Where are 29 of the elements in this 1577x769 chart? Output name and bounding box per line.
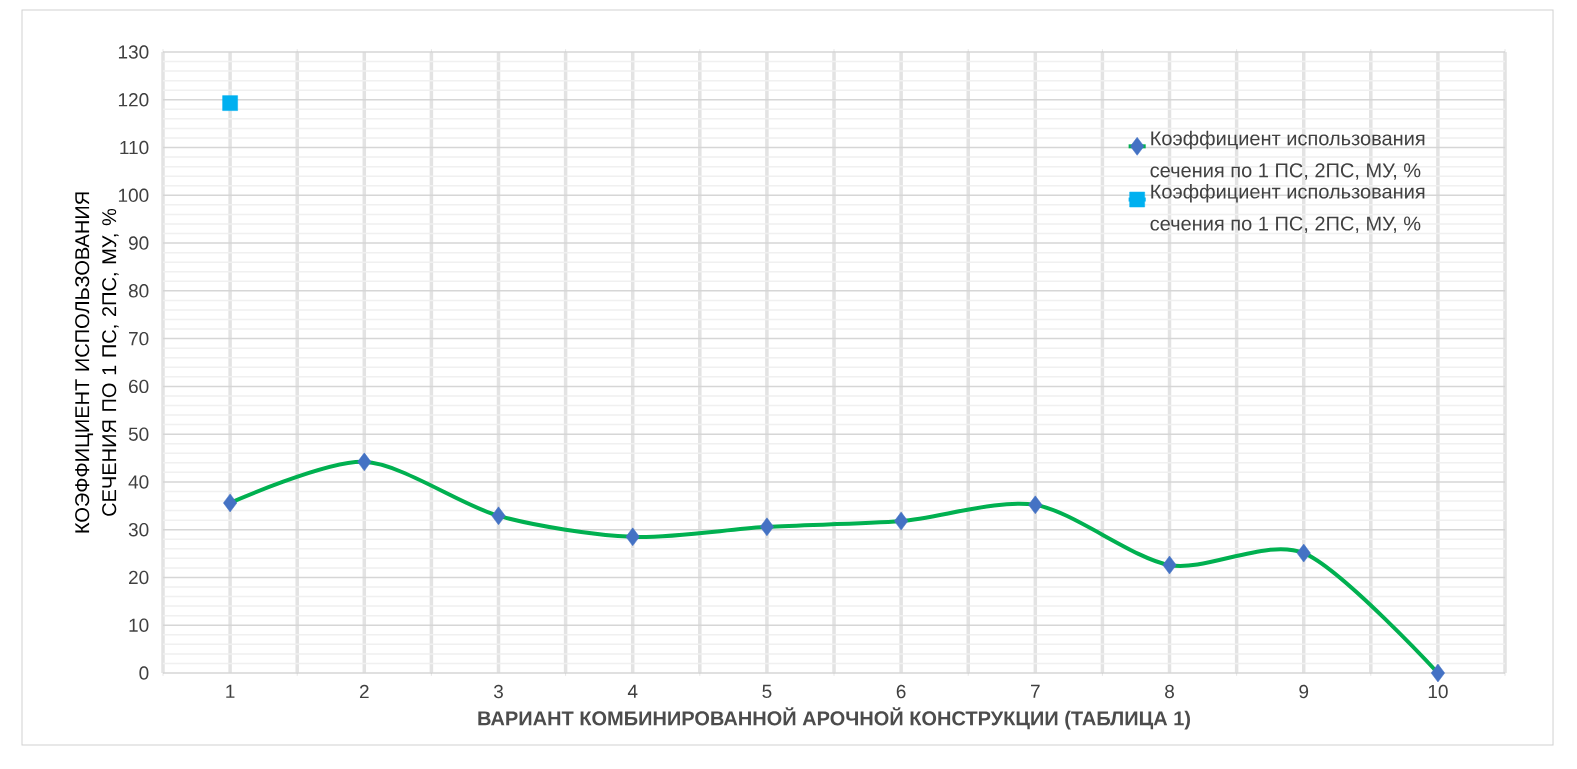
x-tick-label: 5	[762, 684, 772, 699]
y-tick-label: 70	[129, 331, 149, 346]
y-tick-label: 120	[118, 93, 149, 107]
x-tick-label: 10	[1428, 684, 1448, 699]
x-tick-label: 3	[493, 684, 503, 699]
y-tick-label: 90	[128, 236, 149, 250]
x-tick-label: 2	[359, 684, 369, 699]
y-tick-label: 80	[128, 284, 149, 298]
legend-label: Коэффициент использования сечения по 1 ПС, 2ПС, МУ, %	[1150, 183, 1425, 233]
x-tick-label: 9	[1299, 684, 1309, 699]
y-tick-label: 30	[128, 522, 149, 537]
legend-label: Коэффициент использования сечения по 1 ПС, 2ПС, МУ, %	[1150, 130, 1425, 180]
y-tick-label: 110	[120, 140, 149, 155]
x-axis-title: ВАРИАНТ КОМБИНИРОВАННОЙ АРОЧНОЙ КОНСТРУКЦИИ (ТАБЛИЦА 1)	[478, 707, 1190, 730]
y-tick-label: 40	[128, 475, 149, 489]
x-tick-label: 6	[896, 684, 906, 699]
x-tick-label: 4	[627, 684, 638, 698]
y-tick-label: 130	[118, 45, 149, 59]
y-tick-label: 50	[128, 427, 149, 441]
y-axis-title: КОЭФФИЦИЕНТ ИСПОЛЬЗОВАНИЯ СЕЧЕНИЯ ПО 1 ПС, 2ПС, МУ, %	[75, 192, 119, 533]
x-tick-label: 8	[1165, 684, 1174, 699]
y-tick-label: 20	[129, 570, 149, 585]
y-tick-label: 10	[129, 618, 149, 632]
y-tick-label: 60	[129, 379, 149, 394]
point	[222, 95, 238, 111]
x-tick-label: 7	[1031, 684, 1040, 698]
y-tick-label: 0	[139, 666, 149, 680]
y-tick-label: 100	[118, 188, 149, 203]
x-tick-label: 1	[226, 684, 235, 698]
